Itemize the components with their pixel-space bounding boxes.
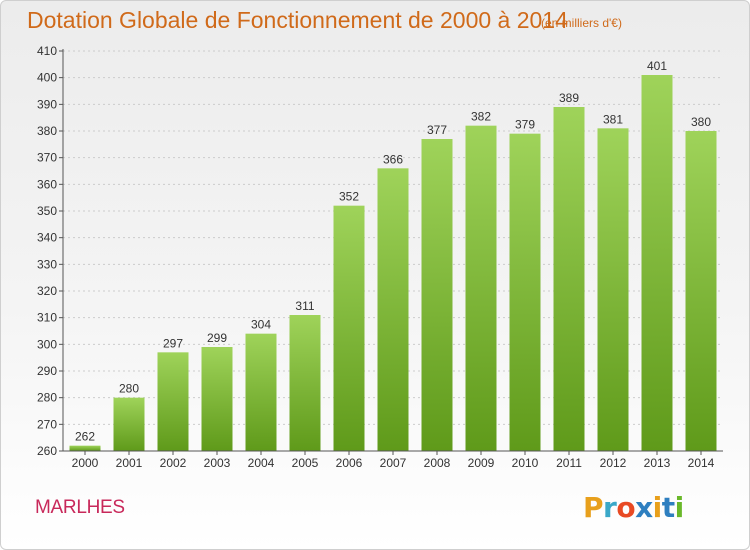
bar-value-label: 299 — [207, 331, 227, 345]
bar-2008 — [421, 139, 453, 451]
commune-name: MARLHES — [35, 497, 125, 518]
y-tick-label: 390 — [37, 97, 57, 111]
chart-title: Dotation Globale de Fonctionnement de 20… — [27, 7, 568, 33]
y-tick-label: 380 — [37, 124, 57, 138]
bar-value-label: 280 — [119, 382, 139, 396]
y-tick-label: 330 — [37, 257, 57, 271]
bar-value-label: 352 — [339, 190, 359, 204]
x-tick-label: 2014 — [688, 456, 715, 470]
bar-2004 — [245, 333, 277, 451]
y-tick-label: 270 — [37, 417, 57, 431]
bar-value-label: 262 — [75, 430, 95, 444]
bar-2006 — [333, 205, 365, 451]
bar-value-label: 380 — [691, 115, 711, 129]
bar-2013 — [641, 75, 673, 451]
bar-value-label: 304 — [251, 318, 271, 332]
x-tick-label: 2009 — [468, 456, 495, 470]
bar-2001 — [113, 397, 145, 451]
bar-2003 — [201, 347, 233, 451]
bar-2002 — [157, 352, 189, 451]
x-tick-label: 2011 — [556, 456, 582, 470]
bar-value-label: 381 — [603, 112, 623, 126]
bar-2009 — [465, 125, 497, 452]
x-tick-label: 2005 — [292, 456, 319, 470]
bar-2012 — [597, 128, 629, 451]
logo-letter: i — [652, 491, 663, 524]
y-tick-label: 400 — [37, 71, 57, 85]
bar-2000 — [69, 445, 101, 451]
bar-value-label: 377 — [427, 123, 447, 137]
bar-value-label: 379 — [515, 118, 535, 132]
y-tick-label: 320 — [37, 284, 57, 298]
x-tick-label: 2007 — [380, 456, 407, 470]
logo-letter: i — [674, 491, 685, 524]
bar-value-label: 401 — [647, 59, 667, 73]
y-tick-label: 290 — [37, 364, 57, 378]
x-tick-label: 2013 — [644, 456, 671, 470]
y-tick-label: 260 — [37, 444, 57, 458]
unit-note: (en milliers d'€) — [541, 16, 622, 30]
y-tick-label: 360 — [37, 177, 57, 191]
bar-value-label: 311 — [295, 299, 314, 313]
bar-2005 — [289, 315, 321, 451]
y-tick-label: 370 — [37, 151, 57, 165]
bar-2010 — [509, 133, 541, 451]
logo-letter: r — [603, 491, 617, 524]
bar-value-label: 382 — [471, 110, 491, 124]
bar-value-label: 366 — [383, 152, 403, 166]
x-tick-label: 2004 — [248, 456, 275, 470]
logo-letter: t — [661, 491, 675, 524]
x-tick-label: 2008 — [424, 456, 451, 470]
y-tick-label: 340 — [37, 231, 57, 245]
logo-letter: P — [583, 491, 604, 524]
y-tick-label: 280 — [37, 391, 57, 405]
bar-2014 — [685, 131, 717, 451]
x-tick-label: 2012 — [600, 456, 627, 470]
x-tick-label: 2000 — [72, 456, 99, 470]
bar-value-label: 297 — [163, 336, 183, 350]
y-tick-label: 350 — [37, 204, 57, 218]
bar-value-label: 389 — [559, 91, 579, 105]
bar-2007 — [377, 168, 409, 452]
logo-letter: x — [635, 491, 653, 524]
y-tick-label: 410 — [37, 44, 57, 58]
bar-2011 — [553, 107, 585, 451]
logo-letter: o — [616, 491, 636, 524]
y-tick-label: 300 — [37, 337, 57, 351]
proxiti-logo: Proxiti — [583, 491, 684, 524]
x-tick-label: 2001 — [116, 456, 143, 470]
x-tick-label: 2006 — [336, 456, 363, 470]
y-tick-label: 310 — [37, 311, 57, 325]
x-tick-label: 2003 — [204, 456, 231, 470]
x-tick-label: 2010 — [512, 456, 539, 470]
x-tick-label: 2002 — [160, 456, 187, 470]
